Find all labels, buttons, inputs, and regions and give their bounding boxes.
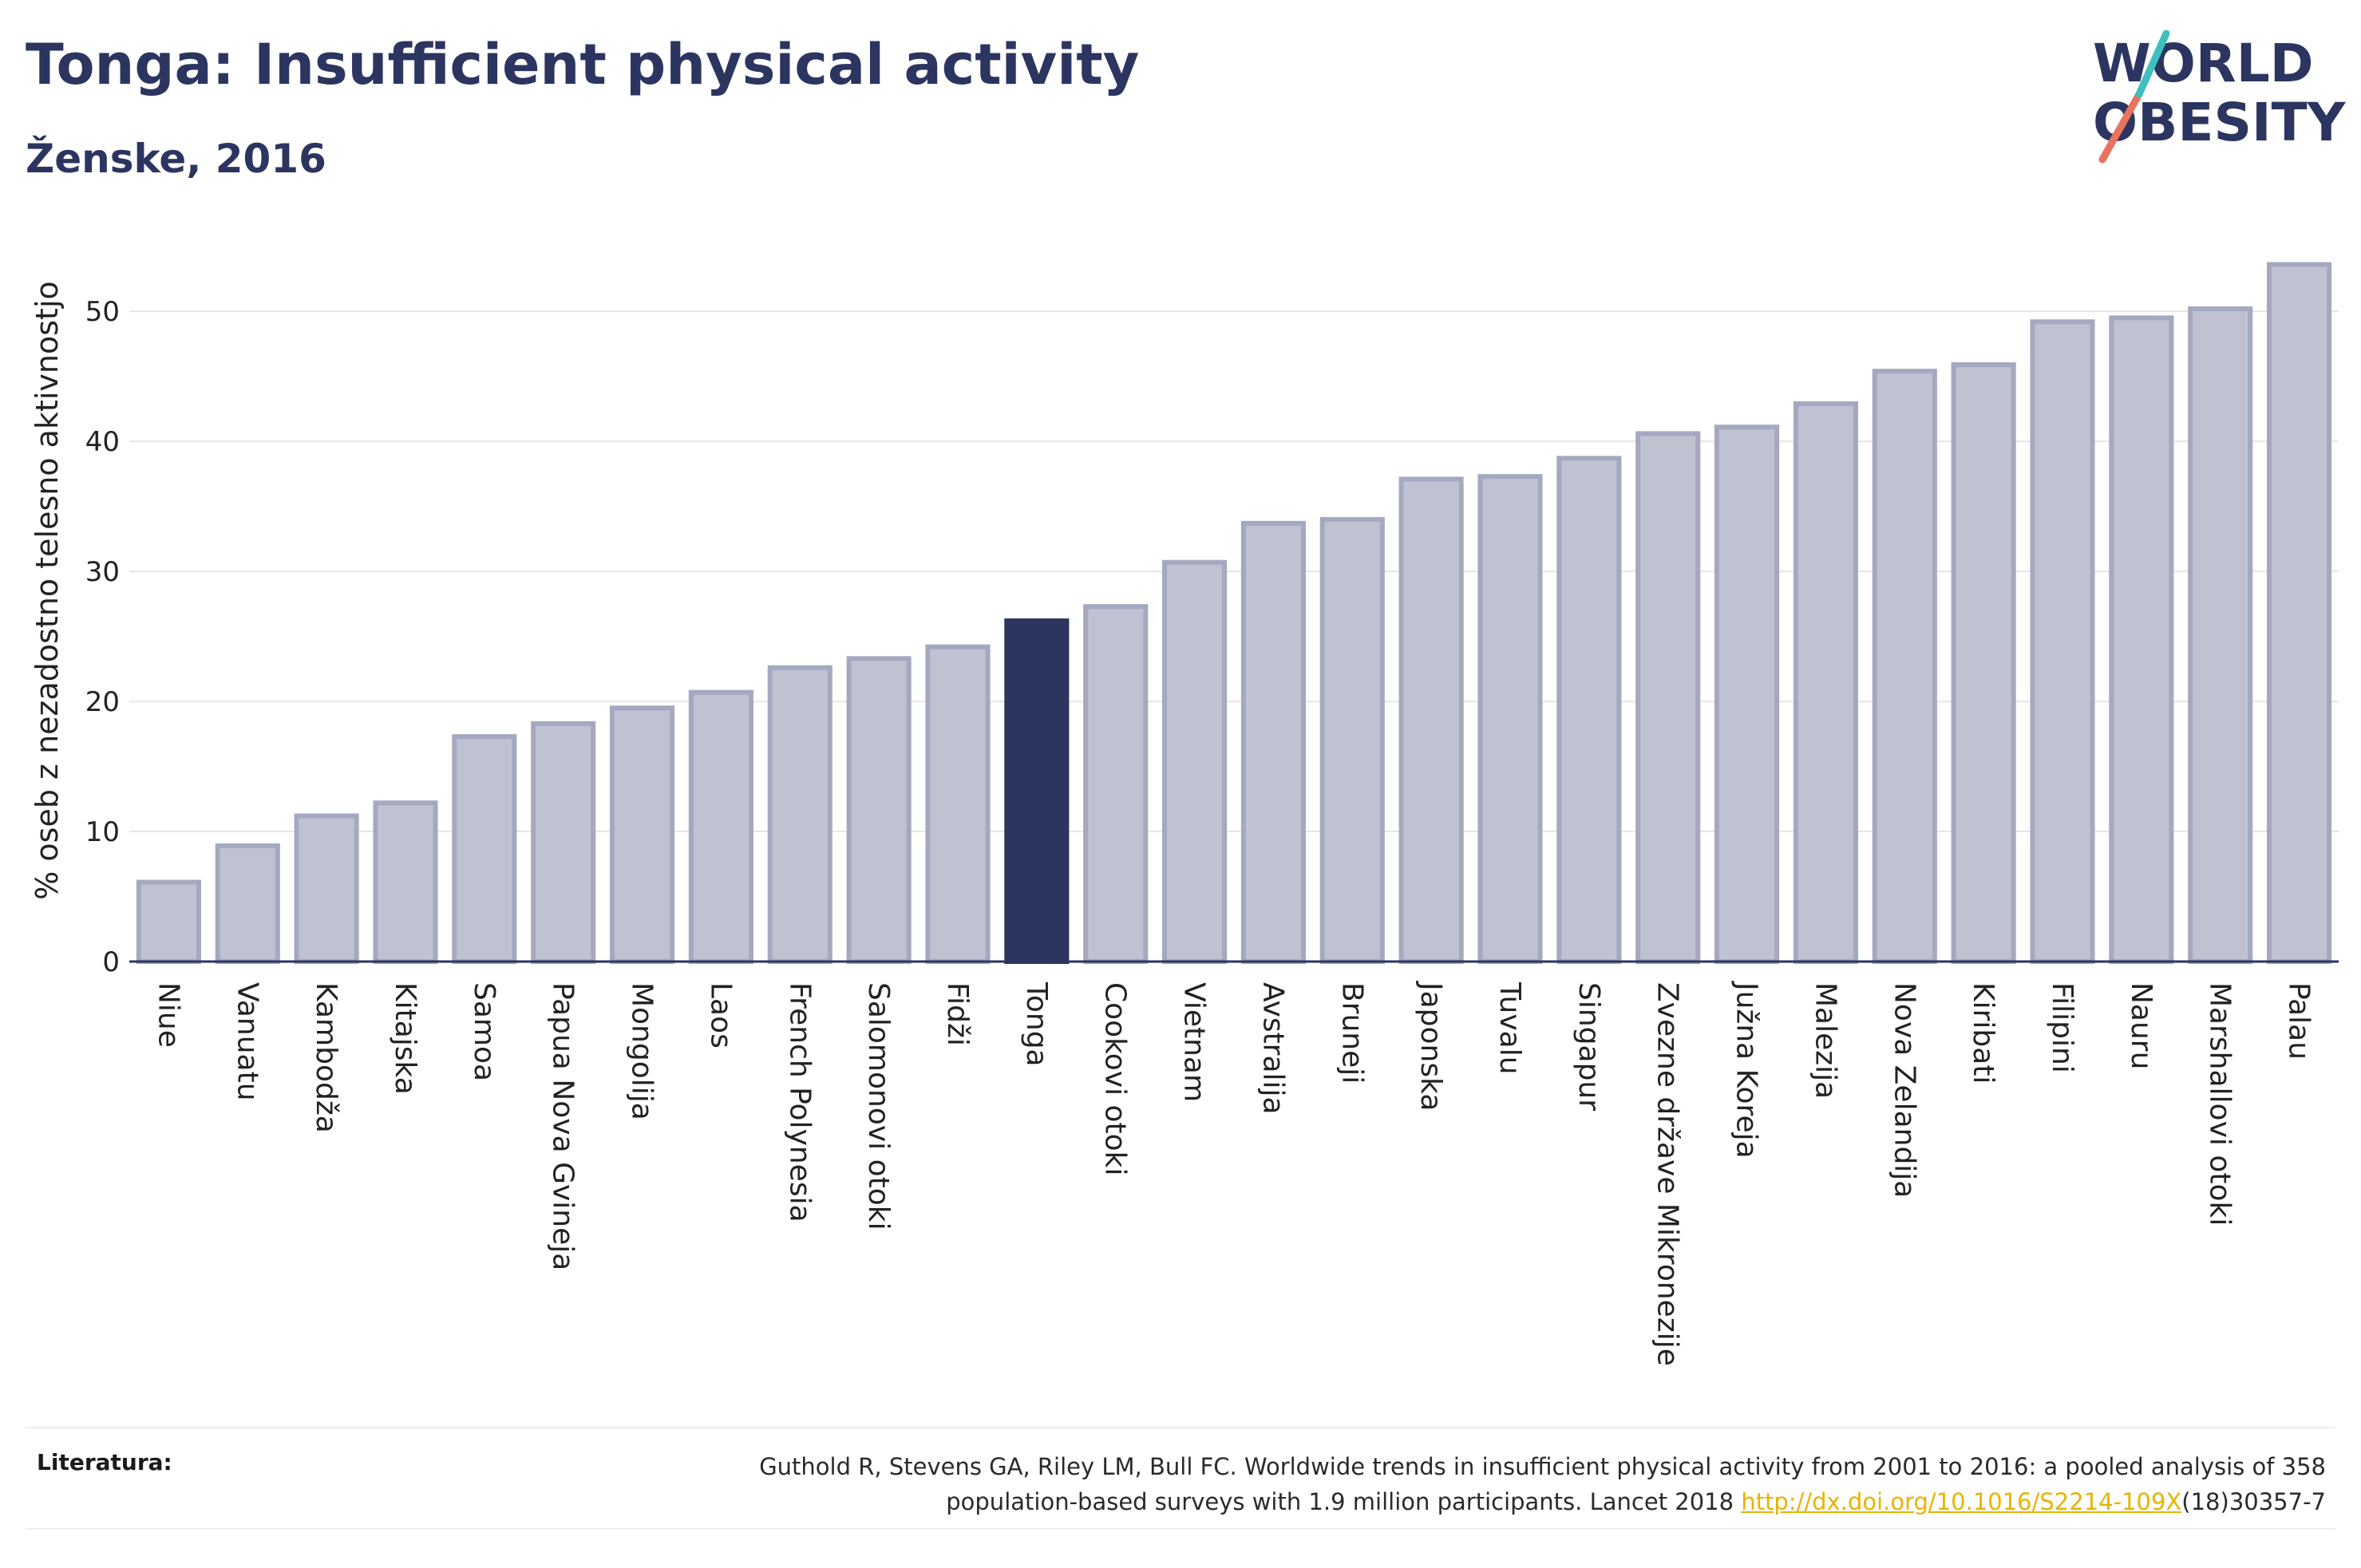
x-tick-label: Kitajska xyxy=(389,982,421,1095)
bars xyxy=(136,262,2332,965)
doi-link[interactable]: http://dx.doi.org/10.1016/S2214-109X xyxy=(1741,1488,2182,1515)
x-tick-label: Avstralija xyxy=(1256,982,1289,1115)
bar-tonga xyxy=(1004,618,1070,964)
y-tick-label: 40 xyxy=(85,426,120,458)
x-tick-label: Papua Nova Gvineja xyxy=(547,982,579,1270)
bar-marshallovi-otoki xyxy=(2188,306,2253,965)
bar-fidži xyxy=(925,644,991,964)
logo-word-world: WORLD xyxy=(2093,33,2314,94)
bar-južna-koreja xyxy=(1714,425,1780,964)
bar-singapur xyxy=(1556,456,1622,964)
x-tick-label: Zvezne države Mikronezije xyxy=(1651,982,1684,1366)
x-tick-label: Kambodža xyxy=(310,982,342,1133)
y-tick-label: 50 xyxy=(85,296,120,328)
y-tick-label: 10 xyxy=(85,816,120,848)
logo-slash-teal xyxy=(2135,30,2170,98)
bar-vanuatu xyxy=(215,843,280,965)
bar-kiribati xyxy=(1951,362,2016,964)
x-tick-label: Fidži xyxy=(941,982,974,1046)
bar-chart: 0 10 20 30 40 50 Niue Vanuatu Kambodža Kitajska S… xyxy=(30,262,2339,1366)
references-text: Guthold R, Stevens GA, Riley LM, Bull FC… xyxy=(570,1449,2326,1519)
y-tick-label: 30 xyxy=(85,556,120,588)
x-tick-label: Vanuatu xyxy=(231,982,263,1101)
bar-japonska xyxy=(1398,476,1464,964)
bar-laos xyxy=(688,689,753,965)
bar-kitajska xyxy=(373,800,438,964)
world-obesity-logo: WORLD OBESITY xyxy=(2093,30,2347,164)
bar-nauru xyxy=(2109,315,2174,965)
bar-niue xyxy=(136,879,201,965)
bar-french-polynesia xyxy=(767,665,832,964)
references-label: Literatura: xyxy=(37,1449,172,1475)
bar-papua-nova-gvineja xyxy=(531,721,596,964)
bar-vietnam xyxy=(1162,559,1228,964)
logo-slash-red xyxy=(2098,90,2143,164)
x-tick-label: French Polynesia xyxy=(783,982,816,1222)
x-tick-label: Mongolija xyxy=(626,982,658,1120)
x-tick-label: Kiribati xyxy=(1967,982,1999,1084)
x-tick-label: Cookovi otoki xyxy=(1099,982,1132,1176)
y-tick-label: 0 xyxy=(102,946,120,978)
x-tick-labels: Niue Vanuatu Kambodža Kitajska Samoa Papua No… xyxy=(152,981,2315,1366)
chart-subtitle: Ženske, 2016 xyxy=(26,136,326,182)
bar-mongolija xyxy=(610,705,675,964)
chart-title: Tonga: Insufficient physical activity xyxy=(26,32,1140,97)
references-footer: Literatura: Guthold R, Stevens GA, Riley… xyxy=(26,1427,2335,1530)
x-tick-label: Singapur xyxy=(1572,982,1605,1111)
x-tick-label: Salomonovi otoki xyxy=(862,982,895,1230)
x-tick-label: Nauru xyxy=(2125,982,2157,1069)
x-tick-label: Niue xyxy=(152,982,184,1048)
bar-samoa xyxy=(452,734,517,965)
x-tick-label: Malezija xyxy=(1809,982,1841,1099)
bar-avstralija xyxy=(1240,520,1306,964)
bar-filipini xyxy=(2030,319,2095,964)
x-tick-label: Bruneji xyxy=(1335,982,1368,1084)
reference-line-1: Guthold R, Stevens GA, Riley LM, Bull FC… xyxy=(759,1453,2326,1480)
x-tick-label: Južna Koreja xyxy=(1730,981,1763,1159)
bar-cookovi-otoki xyxy=(1083,604,1149,964)
y-axis-label: % oseb z nezadostno telesno aktivnostjo xyxy=(30,281,65,900)
bar-bruneji xyxy=(1319,516,1385,964)
x-tick-label: Vietnam xyxy=(1178,982,1211,1102)
x-tick-label: Tonga xyxy=(1020,981,1053,1067)
bar-salomonovi-otoki xyxy=(846,656,912,965)
x-tick-label: Tuvalu xyxy=(1493,981,1526,1075)
x-tick-label: Marshallovi otoki xyxy=(2204,982,2236,1226)
x-tick-label: Filipini xyxy=(2046,982,2078,1073)
x-tick-label: Laos xyxy=(704,982,737,1049)
bar-nova-zelandija xyxy=(1872,369,1937,965)
reference-line-2-prefix: population-based surveys with 1.9 millio… xyxy=(946,1488,1742,1515)
x-tick-label: Palau xyxy=(2283,982,2316,1060)
bar-zvezne-države-mikronezije xyxy=(1635,431,1701,964)
y-tick-label: 20 xyxy=(85,686,120,718)
reference-line-2-suffix: (18)30357-7 xyxy=(2181,1488,2326,1515)
x-tick-label: Samoa xyxy=(468,982,500,1081)
bar-kambodža xyxy=(294,813,359,965)
x-tick-label: Japonska xyxy=(1414,981,1447,1111)
y-tick-labels: 0 10 20 30 40 50 xyxy=(85,296,120,978)
x-tick-label: Nova Zelandija xyxy=(1888,982,1920,1198)
bar-tuvalu xyxy=(1477,474,1543,964)
bar-malezija xyxy=(1793,401,1858,964)
bar-palau xyxy=(2267,262,2332,965)
